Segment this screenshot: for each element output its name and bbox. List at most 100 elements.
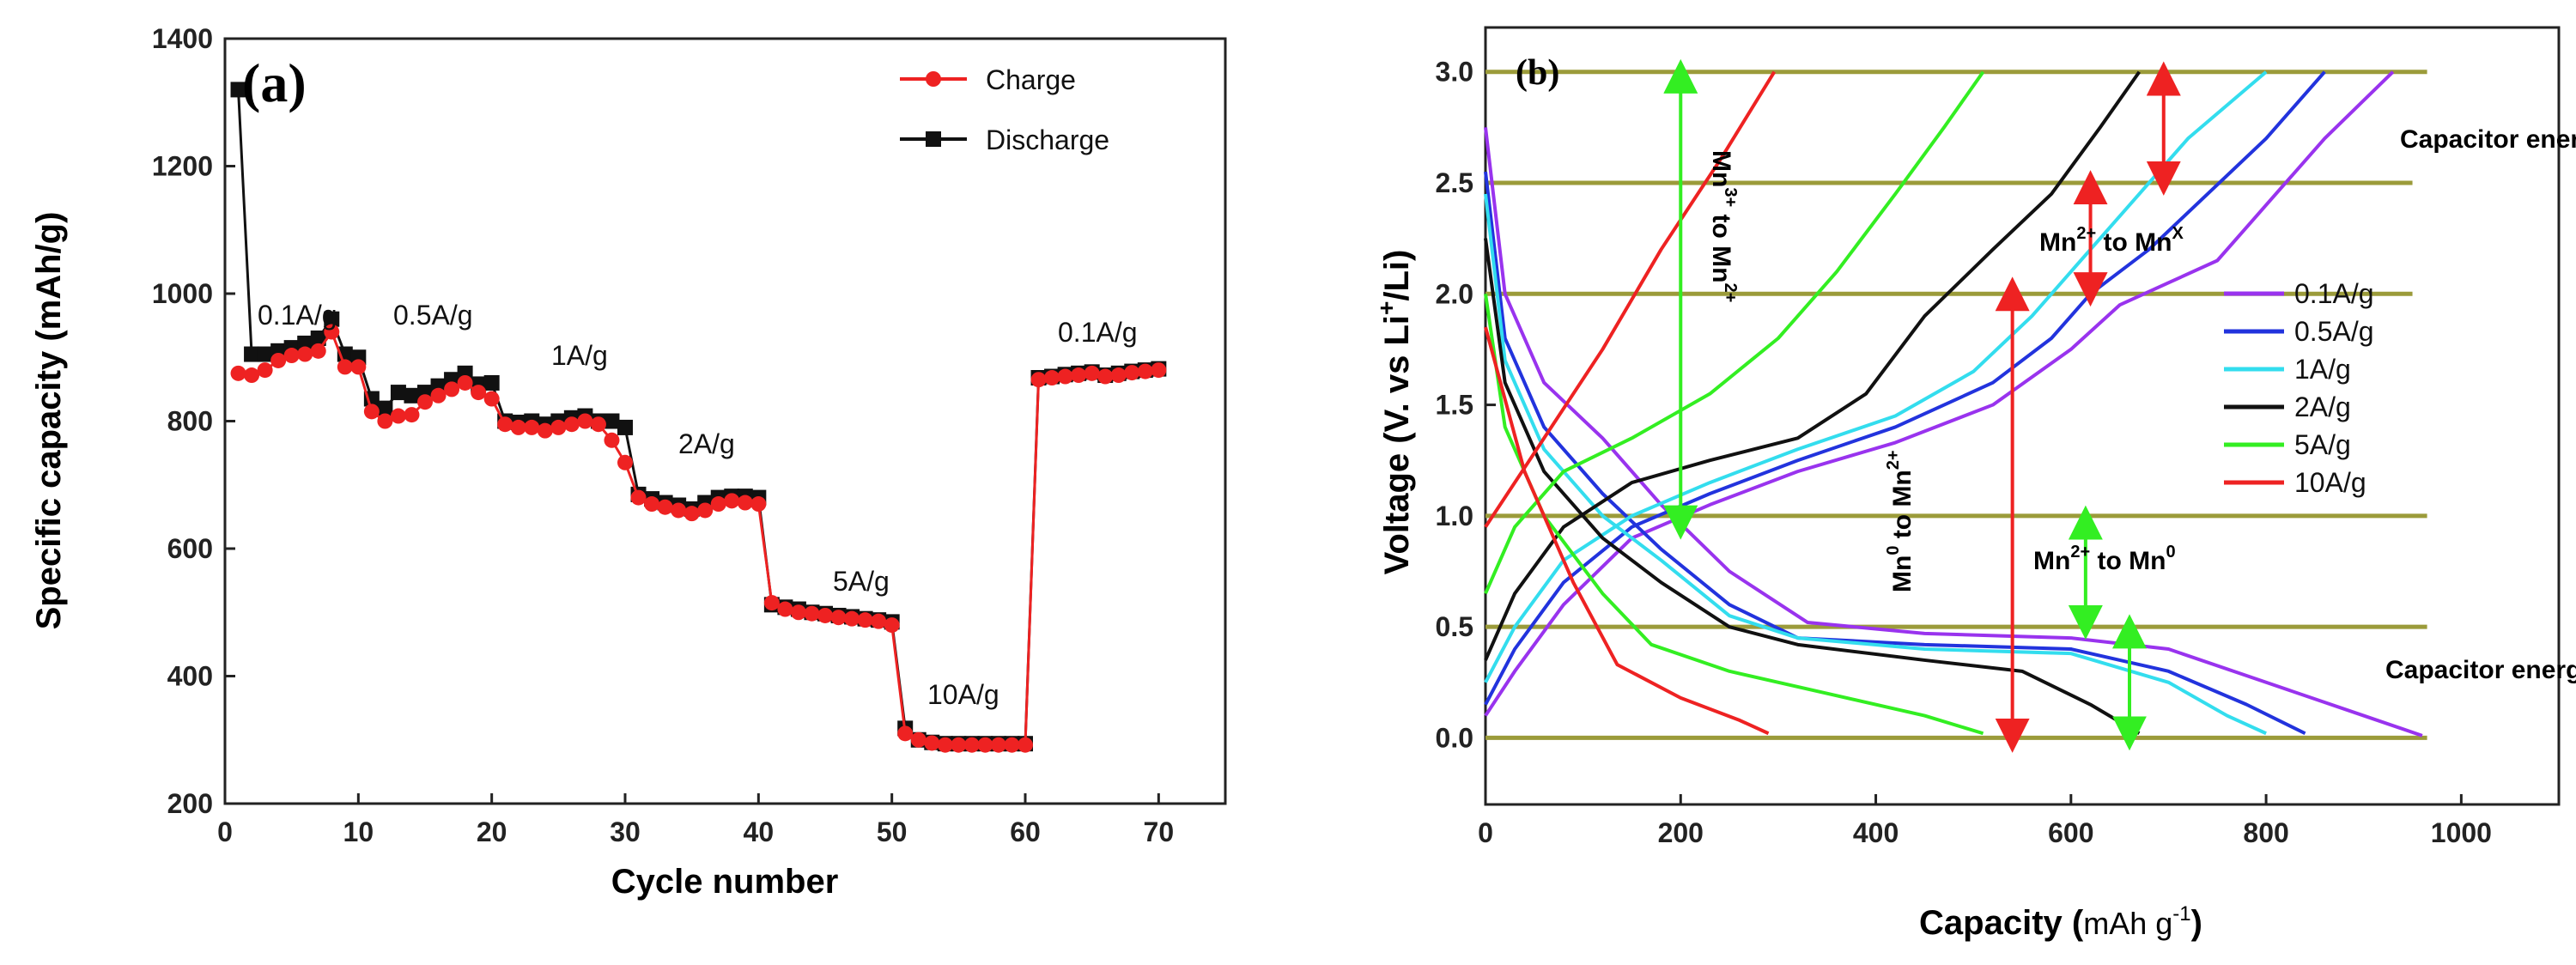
panel-label-b: (b) xyxy=(1516,53,1559,93)
charge-point xyxy=(524,419,540,435)
y-tick-label-a: 400 xyxy=(167,661,213,692)
annotation-capacitor-storage: Capacitor energy storage xyxy=(2400,125,2576,154)
charge-point xyxy=(563,416,580,433)
charge-point xyxy=(790,604,806,621)
discharge-point xyxy=(377,400,393,416)
chart-a: 0 10 20 30 40 50 60 70200400600800100012001400 … xyxy=(30,23,1227,901)
charge-point xyxy=(884,617,900,634)
charge-point xyxy=(937,737,953,753)
annotation-rate-5: 5A/g xyxy=(833,566,890,597)
legend-charge-label: Charge xyxy=(986,64,1076,95)
charge-curve-0.5A/g xyxy=(1484,70,2326,706)
charge-point xyxy=(1084,365,1100,381)
charge-point xyxy=(737,495,753,511)
charge-point xyxy=(697,502,714,519)
annotation-rate-0.1-first: 0.1A/g xyxy=(258,300,337,331)
x-tick-label-a: 30 xyxy=(610,816,641,847)
charge-point xyxy=(777,601,793,617)
x-tick-label-a: 60 xyxy=(1010,816,1041,847)
charge-point xyxy=(1030,372,1047,388)
charge-point xyxy=(363,404,380,420)
charge-point xyxy=(471,385,487,401)
legend-a: Charge Discharge xyxy=(900,64,1109,155)
charge-point xyxy=(257,362,273,379)
annotation-rate-2: 2A/g xyxy=(678,428,735,459)
discharge-curve-10A/g xyxy=(1484,326,1770,736)
discharge-curve-2A/g xyxy=(1484,238,2141,735)
discharge-point xyxy=(257,346,273,362)
charge-point xyxy=(924,735,940,751)
legend-discharge-marker xyxy=(926,131,941,147)
annotation-rate-0.5: 0.5A/g xyxy=(393,300,473,331)
y-axis-label-a: Specific capacity (mAh/g) xyxy=(30,212,68,630)
charge-point xyxy=(710,496,726,513)
charge-point xyxy=(1057,368,1073,385)
charge-point xyxy=(990,737,1006,753)
charge-point xyxy=(844,610,860,627)
y-tick-label-a: 1400 xyxy=(152,23,213,54)
discharge-point xyxy=(324,311,340,327)
charge-point xyxy=(683,506,700,522)
x-tick-label-a: 0 xyxy=(217,816,233,847)
y-tick-label-b: 3.0 xyxy=(1436,57,1473,88)
annotation-capacitor-discharge: Capacitor energy discharge xyxy=(2385,656,2576,684)
charge-point xyxy=(910,731,927,748)
charge-point xyxy=(377,413,393,429)
charge-point xyxy=(390,408,406,424)
charge-point xyxy=(817,607,833,623)
legend-label-10A/g: 10A/g xyxy=(2294,467,2366,498)
discharge-point xyxy=(244,346,260,362)
charge-point xyxy=(417,394,433,410)
x-axis-label-b: Capacity (mAh g-1) xyxy=(1919,902,2202,942)
y-axis-label-b: Voltage (V. vs Li+/Li) xyxy=(1373,250,1416,575)
x-axis-label-a: Cycle number xyxy=(611,863,839,901)
x-tick-label-a: 10 xyxy=(343,816,374,847)
legend-label-1A/g: 1A/g xyxy=(2294,354,2351,385)
y-tick-label-a: 600 xyxy=(167,533,213,564)
charge-point xyxy=(550,419,567,435)
y-tick-label-a: 200 xyxy=(167,788,213,819)
y-tick-label-a: 1200 xyxy=(152,151,213,182)
legend-charge-marker xyxy=(926,71,941,87)
charge-point xyxy=(657,499,673,515)
charge-point xyxy=(1071,367,1087,384)
charge-point xyxy=(1151,362,1167,379)
charge-point xyxy=(1137,363,1153,379)
legend-label-0.5A/g: 0.5A/g xyxy=(2294,316,2374,347)
charge-point xyxy=(283,348,300,364)
charge-point xyxy=(1097,368,1114,385)
charge-point xyxy=(763,595,780,611)
x-tick-label-b: 1000 xyxy=(2431,817,2492,848)
y-tick-label-a: 800 xyxy=(167,406,213,437)
x-tick-label-b: 0 xyxy=(1478,817,1493,848)
charge-point xyxy=(871,613,887,629)
annotation-mn2-to-mn0: Mn2+ to Mn0 xyxy=(2033,543,2176,575)
charge-point xyxy=(404,407,420,423)
charge-point xyxy=(604,432,620,448)
charge-point xyxy=(951,737,967,753)
discharge-point xyxy=(230,82,246,98)
charge-point xyxy=(430,387,447,404)
annotation-mn2-to-mnx: Mn2+ to MnX xyxy=(2039,224,2184,257)
charge-point xyxy=(310,343,326,359)
panel-label-a: (a) xyxy=(242,52,307,113)
y-tick-label-b: 1.0 xyxy=(1436,501,1473,531)
charge-point xyxy=(444,381,460,398)
charge-point xyxy=(457,374,473,391)
charge-curve-10A/g xyxy=(1484,70,1777,528)
x-tick-label-b: 600 xyxy=(2048,817,2093,848)
y-tick-label-b: 0.5 xyxy=(1436,611,1473,642)
charge-point xyxy=(510,419,526,435)
charge-point xyxy=(671,502,687,519)
legend-label-5A/g: 5A/g xyxy=(2294,429,2351,460)
y-tick-label-b: 0.0 xyxy=(1436,722,1473,753)
charge-point xyxy=(270,352,287,368)
x-tick-label-b: 400 xyxy=(1853,817,1899,848)
chart-b: 0 200 400 600 800 1000 0.0 0.5 1.0 1.5 2.0 2.5 3.0 (… xyxy=(1373,26,2576,942)
y-tick-label-a: 1000 xyxy=(152,278,213,309)
charge-point xyxy=(644,496,660,513)
plot-frame-b xyxy=(1484,26,2561,806)
charge-point xyxy=(963,737,980,753)
discharge-curve-1A/g xyxy=(1484,193,2267,736)
